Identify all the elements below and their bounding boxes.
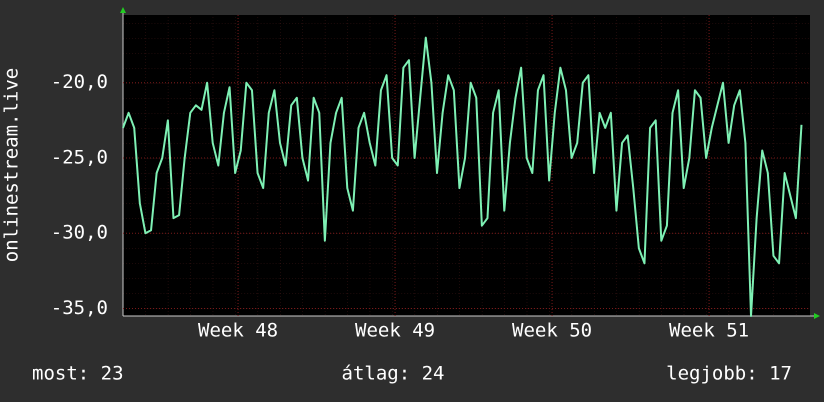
- x-tick-label: Week 49: [355, 320, 435, 342]
- y-axis-label: onlinestream.live: [1, 68, 23, 262]
- series-line: [122, 36, 803, 317]
- footer-center: átlag: 24: [342, 363, 445, 385]
- x-arrow: [814, 313, 820, 319]
- y-tick-label: -20,0: [51, 71, 108, 93]
- minor-grid: [123, 15, 810, 316]
- x-tick-label: Week 51: [669, 320, 749, 342]
- footer-right: legjobb: 17: [666, 363, 792, 385]
- x-tick-label: Week 50: [512, 320, 592, 342]
- x-tick-label: Week 48: [198, 320, 278, 342]
- footer-left: most: 23: [32, 363, 124, 385]
- y-tick-label: -25,0: [51, 146, 108, 168]
- y-tick-label: -30,0: [51, 222, 108, 244]
- y-arrow: [120, 7, 126, 13]
- y-tick-label: -35,0: [51, 297, 108, 319]
